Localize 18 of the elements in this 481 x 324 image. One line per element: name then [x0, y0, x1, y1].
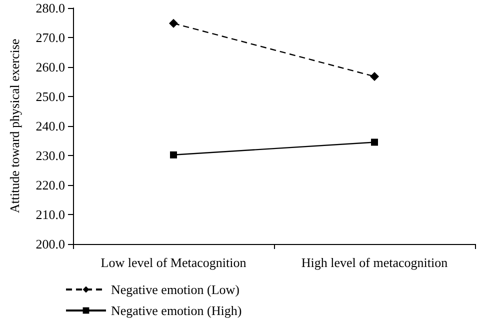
y-tick-label: 240.0 [36, 118, 65, 134]
y-tick-label: 200.0 [36, 236, 65, 252]
x-tick-label: Low level of Metacognition [100, 255, 247, 270]
y-tick-label: 220.0 [36, 178, 65, 192]
point [170, 151, 177, 158]
legend-label: Negative emotion (Low) [111, 282, 240, 297]
y-tick-label: 260.0 [36, 60, 65, 74]
y-tick-label: 280.0 [36, 0, 65, 16]
y-tick-label: 250.0 [36, 89, 65, 104]
point [371, 138, 378, 146]
legend-label: Negative emotion (High) [111, 303, 242, 318]
y-axis-title: Attitude toward physical exercise [7, 38, 22, 214]
y-tick-label: 270.0 [36, 30, 65, 45]
x-tick-label: High level of metacognition [301, 255, 448, 270]
y-tick-label: 230.0 [36, 148, 65, 163]
point [169, 18, 178, 28]
point [370, 72, 379, 81]
y-tick-label: 210.0 [36, 207, 65, 222]
